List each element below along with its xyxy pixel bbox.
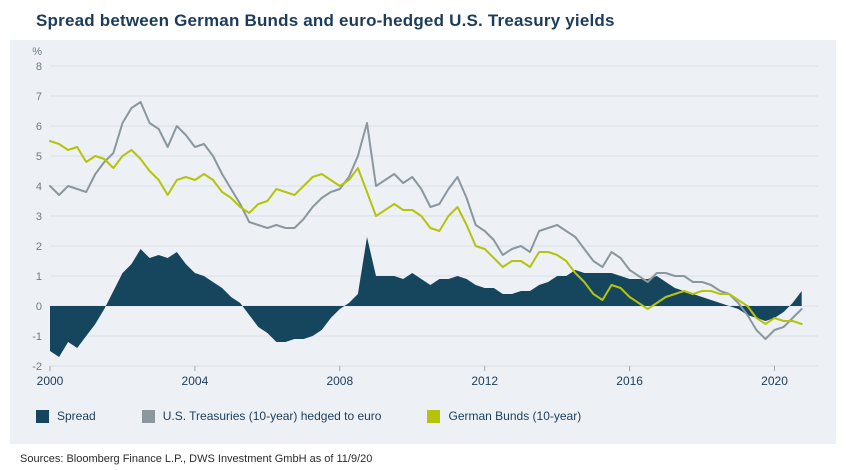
legend-label-spread: Spread bbox=[57, 409, 96, 423]
legend: Spread U.S. Treasuries (10-year) hedged … bbox=[10, 401, 836, 423]
y-tick-label: 5 bbox=[36, 151, 42, 163]
y-axis-unit-label: % bbox=[32, 46, 42, 58]
series-line-1 bbox=[49, 101, 803, 340]
y-tick-label: 3 bbox=[36, 211, 42, 223]
legend-swatch-spread bbox=[36, 409, 49, 423]
y-tick-label: 1 bbox=[36, 271, 42, 283]
legend-label-german-bunds: German Bunds (10-year) bbox=[448, 409, 582, 423]
chart-title: Spread between German Bunds and euro-hed… bbox=[36, 11, 615, 30]
legend-item-us-treasuries: U.S. Treasuries (10-year) hedged to euro bbox=[141, 409, 382, 423]
legend-item-spread: Spread bbox=[36, 409, 96, 423]
chart-panel: 8 7 6 5 4 3 2 1 0 -1 -2% 2000 2004 2008 2012 2016 2020 S… bbox=[10, 40, 836, 444]
x-tick-label: 2004 bbox=[182, 374, 209, 388]
x-tick-label: 2016 bbox=[616, 374, 643, 388]
y-tick-label: -1 bbox=[32, 331, 42, 343]
legend-swatch-german-bunds bbox=[427, 409, 441, 423]
y-tick-label: 0 bbox=[36, 301, 42, 313]
source-note: Sources: Bloomberg Finance L.P., DWS Inv… bbox=[20, 453, 373, 465]
series-area-spread bbox=[50, 237, 802, 357]
x-tick-label: 2000 bbox=[37, 374, 64, 388]
legend-label-us-treasuries: U.S. Treasuries (10-year) hedged to euro bbox=[162, 409, 382, 423]
y-tick-label: 7 bbox=[36, 91, 42, 103]
y-tick-label: 8 bbox=[36, 61, 42, 73]
y-tick-label: 4 bbox=[36, 181, 42, 193]
x-tick-label: 2008 bbox=[326, 374, 353, 388]
y-tick-label: 2 bbox=[36, 241, 42, 253]
legend-swatch-us-treasuries bbox=[141, 409, 155, 423]
chart-canvas: 8 7 6 5 4 3 2 1 0 -1 -2% 2000 2004 2008 2012 2016 2020 bbox=[32, 46, 818, 388]
legend-item-german-bunds: German Bunds (10-year) bbox=[427, 409, 581, 423]
series-line-2 bbox=[49, 140, 803, 325]
y-tick-label: -2 bbox=[32, 361, 42, 373]
x-tick-label: 2020 bbox=[761, 374, 788, 388]
x-tick-label: 2012 bbox=[471, 374, 498, 388]
y-tick-label: 6 bbox=[36, 121, 42, 133]
